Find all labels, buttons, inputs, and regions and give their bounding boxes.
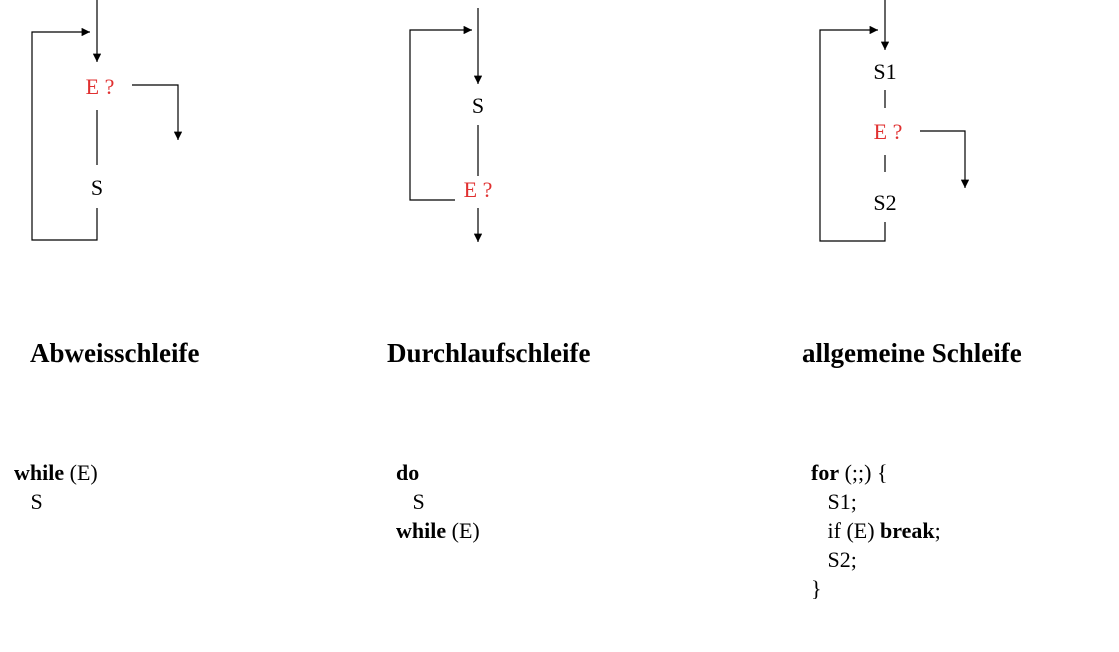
exit-arrow [920,130,970,188]
code: while (E) S [14,458,98,516]
code-line: S2; [811,545,941,574]
loop-diagram: S E ? [409,8,493,242]
code-line: S [14,487,98,516]
statement: S2 [873,190,896,215]
condition: E ? [464,177,493,202]
code-text: (E) [446,518,480,543]
keyword: do [396,460,420,485]
code-line: S1; [811,487,941,516]
title: Durchlaufschleife [387,338,591,368]
loop-back [31,27,98,241]
code-text: (E) [64,460,98,485]
code-line: do [396,458,480,487]
code-text: S2; [811,547,857,572]
code-text: S1; [811,489,857,514]
code-line: S [396,487,480,516]
statement: S1 [873,59,896,84]
statement: S [472,93,484,118]
code-text: S [396,489,425,514]
code-line: if (E) break; [811,516,941,545]
exit-arrow [132,84,183,140]
code-line: } [811,574,941,603]
loop-back [819,25,886,242]
condition: E ? [874,119,903,144]
title: allgemeine Schleife [802,338,1022,368]
condition: E ? [86,74,115,99]
keyword: break [880,518,935,543]
loop-diagram: S1 E ? S2 [819,0,970,242]
statement: S [91,175,103,200]
loop-back [409,25,472,201]
title: Abweisschleife [30,338,200,368]
code-text: (;;) { [839,460,888,485]
keyword: while [14,460,65,485]
code-text: ; [934,518,941,543]
keyword: while [396,518,447,543]
loop-diagram: E ? S [31,0,183,241]
code-line: while (E) [14,458,98,487]
code-line: for (;;) { [811,458,941,487]
code-text: if (E) [811,518,881,543]
code-line: while (E) [396,516,480,545]
code: for (;;) { S1; if (E) break; S2;} [811,458,941,603]
keyword: for [811,460,840,485]
code-text: } [811,576,822,601]
code-text: S [14,489,43,514]
